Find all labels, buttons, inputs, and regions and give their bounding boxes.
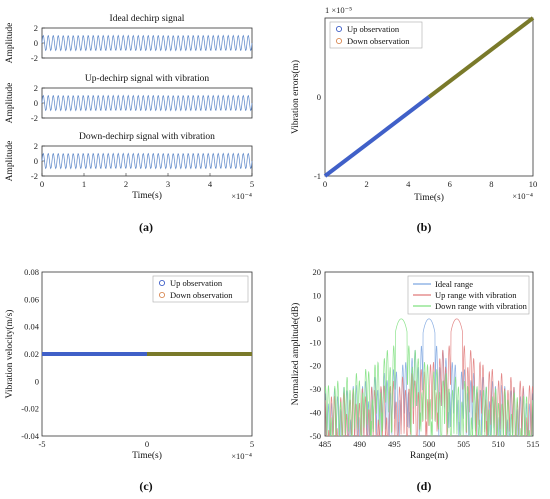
legend-label-1: Ideal range bbox=[435, 279, 473, 289]
xtick-label: 10 bbox=[529, 179, 538, 189]
ytick-label: -30 bbox=[310, 384, 321, 394]
xtick-label: 505 bbox=[457, 439, 470, 449]
subplot-title-2: Up-dechirp signal with vibration bbox=[85, 74, 210, 84]
ytick-label: 2 bbox=[34, 141, 38, 151]
xtick-label: 510 bbox=[492, 439, 505, 449]
y-exponent-label: 1 ×10⁻⁵ bbox=[325, 5, 352, 15]
ytick-label: -0.04 bbox=[21, 431, 39, 441]
legend-marker-down bbox=[158, 291, 166, 299]
xtick-label: 495 bbox=[388, 439, 401, 449]
xtick-label: 4 bbox=[406, 179, 411, 189]
ytick-label: 10 bbox=[313, 290, 322, 300]
ytick-label: -20 bbox=[310, 361, 321, 371]
xtick-label: 485 bbox=[319, 439, 332, 449]
waveform-line bbox=[41, 34, 253, 52]
xtick-label: 1 bbox=[82, 179, 86, 189]
legend-b bbox=[329, 21, 423, 49]
ylabel: Amplitude bbox=[5, 141, 15, 182]
legend-marker-up bbox=[158, 279, 166, 287]
ytick-label: -0.02 bbox=[21, 404, 39, 414]
legend-marker-up bbox=[335, 25, 343, 33]
x-exponent-label: ×10⁻⁴ bbox=[231, 191, 252, 201]
caption-a: (a) bbox=[139, 220, 153, 234]
caption-d: (d) bbox=[417, 479, 432, 493]
ytick-label: -2 bbox=[31, 113, 38, 123]
ylabel: Amplitude bbox=[5, 83, 15, 124]
ytick-label: -1 bbox=[314, 171, 321, 181]
ylabel: Normalized amplitude(dB) bbox=[290, 303, 301, 406]
xtick-label: 2 bbox=[364, 179, 368, 189]
xtick-label: 5 bbox=[250, 439, 254, 449]
legend-label-2: Up range with vibration bbox=[435, 290, 517, 300]
ytick-label: 20 bbox=[313, 267, 322, 277]
xtick-label: 490 bbox=[353, 439, 366, 449]
ytick-label: 0.06 bbox=[24, 294, 39, 304]
series-up-observation bbox=[323, 95, 431, 178]
ytick-label: -10 bbox=[310, 337, 321, 347]
waveform-line bbox=[41, 152, 253, 170]
ytick-label: 0 bbox=[35, 376, 39, 386]
ytick-label: 2 bbox=[34, 23, 38, 33]
ytick-label: 0 bbox=[317, 92, 321, 102]
ytick-label: -40 bbox=[310, 408, 321, 418]
axes-b bbox=[324, 17, 534, 177]
xtick-label: 5 bbox=[250, 179, 254, 189]
subplot-title-3: Down-dechirp signal with vibration bbox=[79, 132, 215, 142]
ytick-label: 0 bbox=[34, 98, 38, 108]
ytick-label: 0 bbox=[317, 314, 321, 324]
series-ideal-range bbox=[325, 318, 533, 436]
xlabel: Range(m) bbox=[410, 450, 448, 461]
legend-label-up: Up observation bbox=[347, 24, 400, 34]
ytick-label: 0 bbox=[34, 156, 38, 166]
xtick-label: 0 bbox=[323, 179, 327, 189]
subplot-title-1: Ideal dechirp signal bbox=[110, 14, 185, 24]
ytick-label: -2 bbox=[31, 171, 38, 181]
ytick-label: 2 bbox=[34, 83, 38, 93]
ylabel: Vibration errors(m) bbox=[290, 60, 301, 134]
xtick-label: -5 bbox=[38, 439, 45, 449]
x-exponent-label: ×10⁻⁴ bbox=[231, 451, 252, 461]
xtick-label: 2 bbox=[124, 179, 128, 189]
axes-d bbox=[324, 271, 534, 437]
waveform-line bbox=[41, 94, 253, 112]
legend-marker-down bbox=[335, 37, 343, 45]
xlabel: Time(s) bbox=[414, 192, 444, 203]
ytick-label: 0.02 bbox=[24, 349, 39, 359]
ytick-label: -2 bbox=[31, 53, 38, 63]
caption-b: (b) bbox=[417, 220, 432, 234]
caption-c: (c) bbox=[139, 479, 152, 493]
series-down-range-with-vibration bbox=[325, 318, 533, 436]
xlabel: Time(s) bbox=[132, 190, 162, 201]
legend-label-3: Down range with vibration bbox=[435, 301, 528, 311]
ylabel: Amplitude bbox=[5, 23, 15, 64]
legend-label-up: Up observation bbox=[170, 278, 223, 288]
legend-label-down: Down observation bbox=[347, 36, 410, 46]
xtick-label: 500 bbox=[423, 439, 436, 449]
ylabel: Vibration velocity(m/s) bbox=[4, 310, 15, 399]
legend-c bbox=[152, 275, 249, 303]
xlabel: Time(s) bbox=[132, 450, 162, 461]
ytick-label: -50 bbox=[310, 431, 321, 441]
xtick-label: 0 bbox=[40, 179, 44, 189]
xtick-label: 3 bbox=[166, 179, 170, 189]
ytick-label: 0.04 bbox=[24, 322, 40, 332]
xtick-label: 6 bbox=[448, 179, 452, 189]
xtick-label: 8 bbox=[489, 179, 493, 189]
legend-label-down: Down observation bbox=[170, 290, 233, 300]
x-exponent-label: ×10⁻⁴ bbox=[512, 191, 533, 201]
series-down-observation bbox=[427, 16, 535, 99]
ytick-label: 0 bbox=[34, 38, 38, 48]
xtick-label: 515 bbox=[527, 439, 540, 449]
xtick-label: 0 bbox=[145, 439, 149, 449]
ytick-label: 0.08 bbox=[24, 267, 39, 277]
xtick-label: 4 bbox=[208, 179, 213, 189]
